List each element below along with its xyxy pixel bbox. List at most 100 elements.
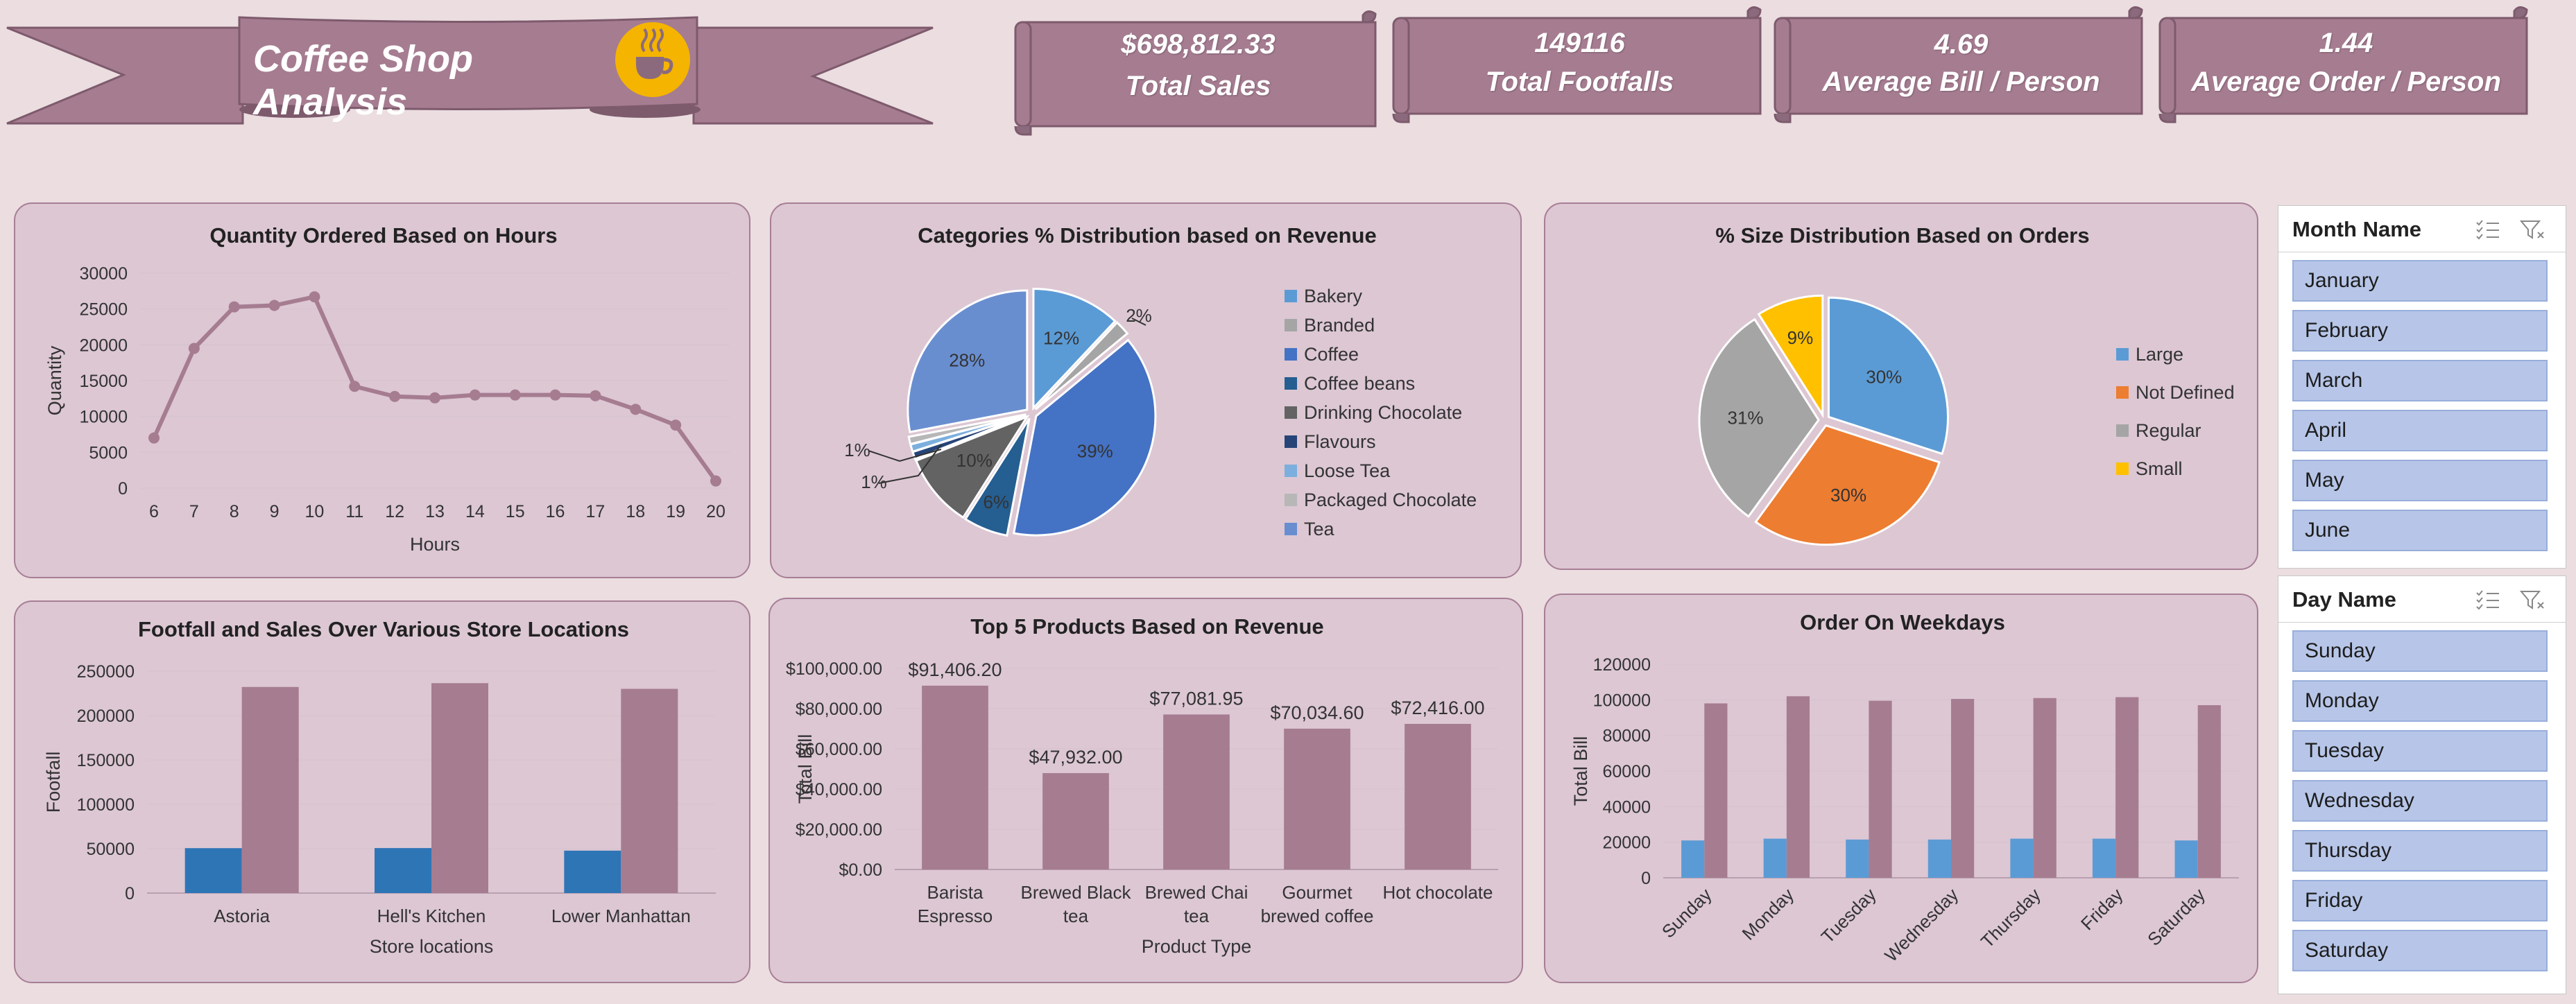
data-label: $72,416.00 [1391, 698, 1484, 718]
slicer-item-thursday[interactable]: Thursday [2292, 830, 2548, 872]
x-tick-label: 20 [706, 502, 725, 521]
x-axis-title: Product Type [1142, 936, 1252, 957]
data-label: 31% [1728, 407, 1764, 428]
legend-label: Packaged Chocolate [1304, 490, 1477, 510]
x-tick-label: Astoria [214, 906, 270, 926]
x-axis-title: Hours [410, 534, 460, 555]
x-tick-label: brewed coffee [1261, 906, 1374, 926]
day-slicer[interactable]: Day Name Sunday Monday Tuesday Wednesday… [2278, 575, 2566, 994]
bar [1927, 839, 1951, 878]
slicer-item-tuesday[interactable]: Tuesday [2292, 730, 2548, 772]
slicer-item-april[interactable]: April [2292, 410, 2548, 451]
kpi-average-order-value: 1.44 [2319, 28, 2373, 58]
slicer-item-may[interactable]: May [2292, 460, 2548, 501]
x-tick-label: Gourmet [1282, 882, 1353, 903]
slicer-item-june[interactable]: June [2292, 510, 2548, 551]
data-point [268, 300, 280, 311]
chart-panel-store-locations[interactable]: Footfall and Sales Over Various Store Lo… [14, 600, 750, 983]
slicer-item-march[interactable]: March [2292, 360, 2548, 401]
multi-select-icon[interactable] [2473, 216, 2503, 243]
x-tick-label: 13 [425, 502, 445, 521]
data-point [469, 389, 481, 401]
bar [241, 686, 299, 893]
slicer-item-february[interactable]: February [2292, 310, 2548, 352]
legend-label: Bakery [1304, 286, 1363, 306]
y-tick-label: 40000 [1602, 797, 1651, 817]
data-label: 30% [1830, 485, 1866, 505]
data-label: 39% [1077, 440, 1113, 461]
x-tick-label: 19 [666, 502, 685, 521]
x-axis-title: Store locations [370, 936, 494, 957]
pie-slice [907, 289, 1029, 433]
bar [1163, 714, 1230, 869]
x-tick-label: 10 [305, 502, 325, 521]
x-tick-label: Thursday [1977, 884, 2045, 952]
x-tick-label: 8 [230, 502, 239, 521]
data-point [309, 291, 320, 303]
chart-panel-category-revenue[interactable]: Categories % Distribution based on Reven… [770, 202, 1522, 578]
bar [1405, 723, 1471, 869]
slicer-item-friday[interactable]: Friday [2292, 880, 2548, 921]
x-tick-label: Brewed Black [1021, 882, 1132, 903]
chart-title: Order On Weekdays [1800, 610, 2005, 634]
data-label: 9% [1787, 327, 1814, 348]
bar [1042, 772, 1109, 869]
x-tick-label: Sunday [1658, 884, 1716, 942]
data-point [148, 432, 160, 444]
slicer-item-january[interactable]: January [2292, 260, 2548, 302]
slicer-item-wednesday[interactable]: Wednesday [2292, 780, 2548, 822]
chart-panel-weekday-orders[interactable]: Order On Weekdays 0 20000 40000 60000 80000 10… [1544, 594, 2258, 983]
y-tick-label: 15000 [79, 372, 128, 391]
top-products-chart: Top 5 Products Based on Revenue $0.00 $20,… [786, 614, 1498, 957]
multi-select-icon[interactable] [2473, 586, 2503, 614]
bar [431, 683, 488, 893]
x-tick-label: tea [1184, 906, 1210, 926]
title-banner [0, 0, 943, 132]
pie-slice [1032, 288, 1117, 411]
slicer-item-monday[interactable]: Monday [2292, 680, 2548, 722]
data-label: 10% [956, 450, 993, 471]
data-point [710, 475, 721, 487]
legend-label: Loose Tea [1304, 460, 1391, 481]
data-point [228, 301, 240, 313]
data-label: $70,034.60 [1270, 702, 1364, 723]
y-tick-label: 250000 [77, 662, 135, 682]
clear-filter-icon[interactable] [2517, 586, 2548, 614]
chart-panel-top-products[interactable]: Top 5 Products Based on Revenue $0.00 $20,… [768, 598, 1523, 983]
dashboard-title: Coffee Shop Analysis [253, 38, 474, 123]
x-tick-label: 16 [546, 502, 565, 521]
data-label: 2% [1126, 305, 1152, 326]
clear-filter-icon[interactable] [2517, 216, 2548, 243]
kpi-average-order-label: Average Order / Person [2191, 67, 2501, 97]
y-axis-title: Total Bill [795, 734, 816, 804]
x-tick-label: 14 [465, 502, 485, 521]
slicer-item-sunday[interactable]: Sunday [2292, 630, 2548, 672]
legend-swatch [2116, 462, 2129, 475]
y-tick-label: 30000 [79, 264, 128, 284]
legend-swatch [1285, 348, 1297, 361]
pie-slice [1012, 338, 1157, 537]
x-tick-label: 12 [385, 502, 404, 521]
month-slicer[interactable]: Month Name January February March April … [2278, 205, 2566, 569]
bar [922, 685, 988, 869]
bar [375, 848, 431, 893]
y-tick-label: 0 [125, 884, 135, 903]
kpi-average-bill-value: 4.69 [1934, 29, 1989, 60]
chart-title: Quantity Ordered Based on Hours [209, 223, 557, 248]
pie-slice [1034, 321, 1129, 410]
x-tick-label: Hot chocolate [1383, 882, 1493, 903]
kpi-total-footfalls: 149116 Total Footfalls [1391, 3, 1769, 132]
legend-swatch [1285, 377, 1297, 390]
slicer-item-saturday[interactable]: Saturday [2292, 930, 2548, 971]
weekday-orders-chart: Order On Weekdays 0 20000 40000 60000 80000 10… [1570, 610, 2239, 966]
pie-slice [1827, 296, 1949, 456]
kpi-total-sales-label: Total Sales [1125, 71, 1271, 101]
chart-panel-size-distribution[interactable]: % Size Distribution Based on Orders 30% La… [1544, 202, 2258, 570]
chart-panel-hourly-quantity[interactable]: Quantity Ordered Based on Hours 0 5000 1000… [14, 202, 750, 578]
y-tick-label: $0.00 [839, 860, 882, 880]
data-label: 12% [1043, 327, 1079, 348]
legend-swatch [1285, 290, 1297, 302]
y-tick-label: 60000 [1602, 762, 1651, 781]
bar [564, 850, 621, 893]
y-tick-label: 100000 [77, 795, 135, 815]
